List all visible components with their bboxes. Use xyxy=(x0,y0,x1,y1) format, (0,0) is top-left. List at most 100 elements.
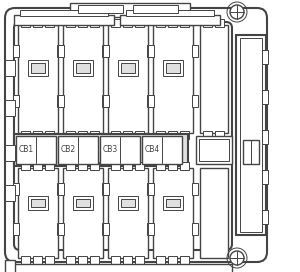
Bar xyxy=(16,136,56,164)
Bar xyxy=(14,264,232,272)
FancyBboxPatch shape xyxy=(5,8,267,262)
Bar xyxy=(166,63,180,73)
Bar xyxy=(45,162,54,170)
Bar xyxy=(73,196,93,210)
Bar xyxy=(66,131,75,139)
Bar xyxy=(192,95,198,107)
Bar xyxy=(58,95,64,107)
Bar xyxy=(21,131,30,139)
Bar xyxy=(33,19,42,27)
Bar xyxy=(196,136,232,164)
Bar xyxy=(120,15,220,25)
Bar xyxy=(14,134,188,166)
Bar xyxy=(90,131,99,139)
Bar xyxy=(135,19,144,27)
Bar xyxy=(70,3,190,17)
Bar xyxy=(45,131,54,139)
Bar xyxy=(262,90,268,104)
Bar xyxy=(168,131,177,139)
Bar xyxy=(123,256,132,264)
Bar xyxy=(148,223,154,235)
Bar xyxy=(18,168,58,258)
Bar xyxy=(90,19,99,27)
Bar xyxy=(20,10,108,16)
Bar xyxy=(57,45,63,57)
Text: CB4: CB4 xyxy=(145,145,160,154)
Bar xyxy=(180,256,189,264)
Bar xyxy=(111,162,120,170)
Bar xyxy=(103,95,109,107)
Text: CB1: CB1 xyxy=(19,145,34,154)
Bar xyxy=(236,35,266,235)
Bar xyxy=(118,60,138,76)
Bar xyxy=(240,38,262,232)
Bar xyxy=(76,63,90,73)
Text: CB2: CB2 xyxy=(61,145,76,154)
Bar xyxy=(135,162,144,170)
Bar xyxy=(200,25,228,133)
Bar xyxy=(148,95,154,107)
Bar xyxy=(21,162,30,170)
Bar xyxy=(28,196,48,210)
Bar xyxy=(45,256,54,264)
Bar xyxy=(58,223,64,235)
Bar xyxy=(31,63,45,73)
Bar xyxy=(111,131,120,139)
Bar xyxy=(33,256,42,264)
Bar xyxy=(118,196,138,210)
Bar xyxy=(63,168,103,258)
Bar xyxy=(21,19,30,27)
Bar xyxy=(215,131,224,139)
Bar xyxy=(180,162,189,170)
Bar xyxy=(153,168,193,258)
Bar xyxy=(13,95,19,107)
Bar xyxy=(13,45,19,57)
Bar xyxy=(192,45,198,57)
Bar xyxy=(126,10,214,16)
Bar xyxy=(203,131,212,139)
Bar xyxy=(111,19,120,27)
Bar xyxy=(57,183,63,195)
Bar xyxy=(262,170,268,184)
FancyBboxPatch shape xyxy=(14,22,232,250)
Bar xyxy=(135,256,144,264)
Bar xyxy=(192,223,198,235)
Bar xyxy=(45,19,54,27)
Circle shape xyxy=(230,5,244,19)
Bar xyxy=(63,25,103,133)
Bar xyxy=(78,256,87,264)
Bar xyxy=(243,140,259,164)
Bar xyxy=(57,223,63,235)
Bar xyxy=(123,162,132,170)
Bar xyxy=(78,5,123,13)
Bar xyxy=(21,256,30,264)
Bar xyxy=(108,168,148,258)
Bar xyxy=(192,183,198,195)
Bar xyxy=(102,45,108,57)
Bar xyxy=(57,95,63,107)
Bar xyxy=(147,223,153,235)
Bar xyxy=(180,131,189,139)
Bar xyxy=(13,183,19,195)
Bar xyxy=(168,256,177,264)
Bar xyxy=(73,60,93,76)
Bar xyxy=(148,183,154,195)
Bar xyxy=(76,199,90,207)
Bar xyxy=(102,183,108,195)
Bar xyxy=(5,100,15,116)
Bar xyxy=(5,185,15,201)
Bar xyxy=(147,95,153,107)
Bar xyxy=(5,145,15,161)
Bar xyxy=(78,162,87,170)
Bar xyxy=(66,19,75,27)
Bar xyxy=(66,162,75,170)
Bar xyxy=(103,223,109,235)
Bar xyxy=(5,60,15,76)
Bar xyxy=(121,63,135,73)
Bar xyxy=(78,131,87,139)
Bar xyxy=(58,183,64,195)
Bar xyxy=(14,15,114,25)
Bar xyxy=(163,196,183,210)
Bar xyxy=(156,131,165,139)
Bar xyxy=(262,210,268,224)
